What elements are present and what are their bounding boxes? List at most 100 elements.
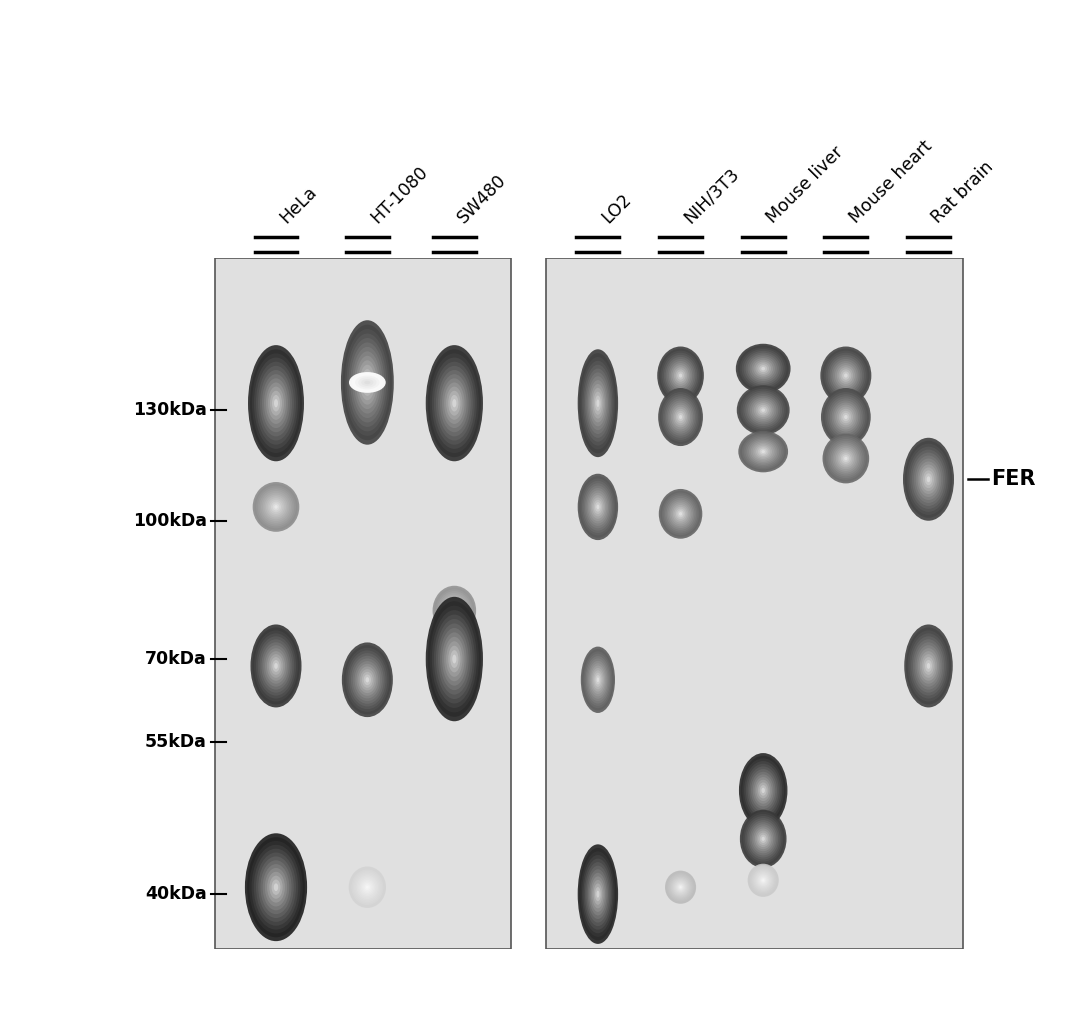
Ellipse shape	[430, 606, 478, 712]
Ellipse shape	[738, 346, 788, 392]
Ellipse shape	[267, 651, 285, 681]
Ellipse shape	[596, 891, 599, 898]
Ellipse shape	[750, 356, 777, 381]
Ellipse shape	[270, 657, 282, 675]
Ellipse shape	[346, 648, 389, 712]
Ellipse shape	[350, 343, 384, 422]
Ellipse shape	[759, 365, 767, 373]
Ellipse shape	[832, 359, 861, 392]
Ellipse shape	[761, 878, 766, 882]
Ellipse shape	[442, 633, 467, 685]
Ellipse shape	[359, 378, 377, 388]
Ellipse shape	[746, 764, 781, 817]
Ellipse shape	[906, 444, 950, 515]
Ellipse shape	[350, 868, 384, 906]
Ellipse shape	[434, 587, 474, 634]
Ellipse shape	[754, 444, 772, 459]
Ellipse shape	[744, 761, 782, 819]
Ellipse shape	[757, 405, 769, 416]
Ellipse shape	[245, 833, 307, 941]
Ellipse shape	[662, 353, 699, 398]
Ellipse shape	[662, 492, 699, 536]
Ellipse shape	[256, 486, 296, 528]
Ellipse shape	[918, 461, 940, 497]
Ellipse shape	[747, 767, 779, 814]
Ellipse shape	[267, 872, 285, 903]
Ellipse shape	[753, 774, 773, 806]
Ellipse shape	[273, 883, 279, 891]
Ellipse shape	[751, 867, 775, 894]
Ellipse shape	[264, 645, 288, 686]
Ellipse shape	[356, 875, 378, 899]
Ellipse shape	[746, 818, 780, 860]
Ellipse shape	[591, 495, 605, 519]
Ellipse shape	[450, 650, 458, 668]
Ellipse shape	[840, 411, 851, 423]
Ellipse shape	[663, 394, 698, 440]
Ellipse shape	[666, 398, 694, 436]
Ellipse shape	[262, 375, 291, 432]
Ellipse shape	[910, 450, 947, 509]
Ellipse shape	[362, 672, 373, 687]
Ellipse shape	[342, 643, 393, 717]
Ellipse shape	[581, 647, 615, 713]
Ellipse shape	[921, 467, 935, 491]
Ellipse shape	[740, 810, 786, 868]
Ellipse shape	[364, 675, 372, 685]
Ellipse shape	[585, 368, 611, 438]
Ellipse shape	[833, 361, 859, 390]
Text: HeLa: HeLa	[276, 183, 320, 227]
Ellipse shape	[592, 388, 604, 419]
Ellipse shape	[916, 458, 942, 501]
Ellipse shape	[448, 646, 460, 673]
Ellipse shape	[441, 594, 469, 626]
Ellipse shape	[442, 596, 467, 624]
Ellipse shape	[836, 448, 855, 470]
Ellipse shape	[258, 487, 295, 526]
Ellipse shape	[578, 349, 618, 457]
Ellipse shape	[453, 609, 456, 612]
Ellipse shape	[364, 374, 372, 391]
Ellipse shape	[582, 481, 613, 533]
Ellipse shape	[437, 591, 472, 631]
Ellipse shape	[752, 869, 774, 892]
Ellipse shape	[671, 363, 690, 388]
Ellipse shape	[446, 602, 462, 619]
Ellipse shape	[359, 667, 377, 694]
Ellipse shape	[343, 645, 391, 714]
Ellipse shape	[355, 376, 379, 389]
Ellipse shape	[438, 370, 471, 437]
Ellipse shape	[249, 841, 302, 933]
Ellipse shape	[826, 394, 865, 440]
Ellipse shape	[914, 455, 943, 503]
Ellipse shape	[741, 755, 786, 825]
Ellipse shape	[258, 637, 294, 696]
Ellipse shape	[586, 373, 609, 434]
Ellipse shape	[676, 509, 685, 519]
Ellipse shape	[582, 649, 613, 711]
Ellipse shape	[434, 361, 475, 445]
Ellipse shape	[665, 496, 697, 531]
Ellipse shape	[748, 396, 779, 424]
Ellipse shape	[750, 866, 777, 895]
Ellipse shape	[754, 360, 773, 378]
Ellipse shape	[839, 409, 853, 425]
Ellipse shape	[448, 604, 460, 618]
Ellipse shape	[677, 413, 684, 421]
Ellipse shape	[744, 351, 783, 386]
Ellipse shape	[352, 374, 382, 391]
Ellipse shape	[258, 857, 294, 918]
Ellipse shape	[436, 366, 473, 441]
Ellipse shape	[926, 660, 932, 672]
Ellipse shape	[446, 387, 462, 420]
Text: 70kDa: 70kDa	[145, 650, 207, 668]
Ellipse shape	[748, 865, 778, 896]
Ellipse shape	[835, 405, 856, 429]
Ellipse shape	[827, 355, 864, 396]
Ellipse shape	[435, 589, 473, 632]
Text: SW480: SW480	[455, 171, 510, 227]
Ellipse shape	[354, 872, 380, 902]
Ellipse shape	[265, 648, 287, 684]
Ellipse shape	[752, 358, 775, 380]
Ellipse shape	[590, 492, 607, 521]
